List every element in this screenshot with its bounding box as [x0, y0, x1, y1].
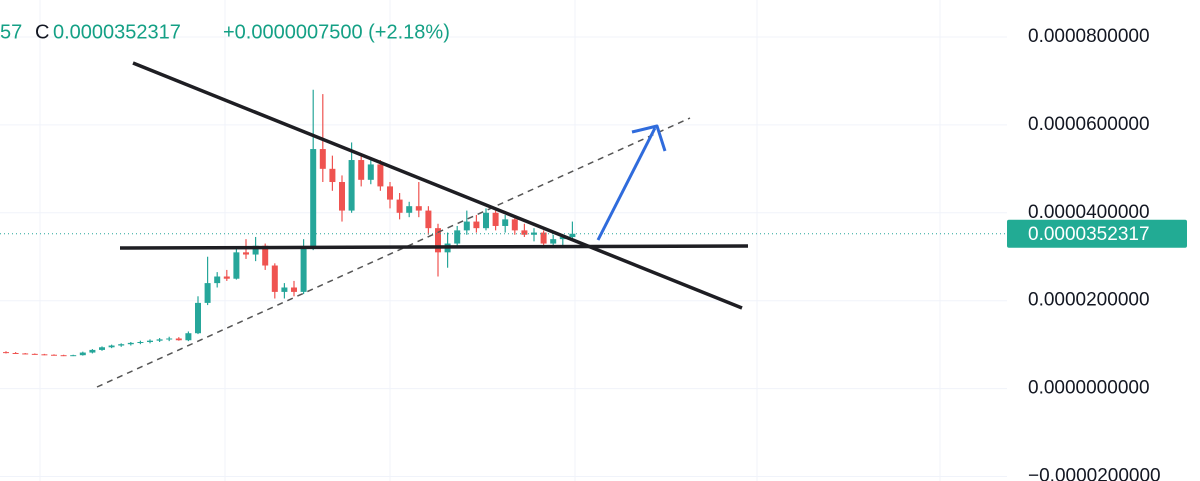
- symbol-fragment: 57: [0, 21, 22, 43]
- candle-body: [300, 247, 307, 292]
- last-price-label: 0.0000352317: [1028, 224, 1150, 245]
- candle-body: [147, 340, 153, 343]
- drawings: [96, 61, 749, 388]
- candle-body: [243, 252, 249, 255]
- candle-body: [425, 210, 432, 229]
- y-tick-label: 0.0000800000: [1028, 26, 1150, 47]
- candle-body: [415, 206, 422, 211]
- horizontal-grid: [0, 36, 1007, 478]
- candle-body: [214, 276, 221, 284]
- candle-body: [3, 352, 9, 354]
- y-tick-label: −0.0000200000: [1028, 466, 1161, 481]
- candle-body: [348, 160, 355, 211]
- candle-body: [51, 354, 57, 356]
- candle-body: [127, 342, 134, 345]
- candle-body: [463, 221, 470, 231]
- y-tick-label: 0.0000000000: [1028, 378, 1150, 399]
- candle-body: [281, 287, 288, 292]
- candle-body: [108, 345, 115, 348]
- candle-body: [483, 212, 489, 229]
- candle-body: [502, 219, 509, 226]
- candle-body: [319, 149, 326, 169]
- candle-body: [358, 160, 365, 180]
- candle-body: [387, 186, 393, 200]
- price-axis: 0.00008000000.00006000000.00004000000.00…: [1007, 26, 1187, 481]
- candle-body: [60, 355, 67, 357]
- candle-body: [175, 338, 182, 341]
- header-change: +0.0000007500 (+2.18%): [223, 21, 450, 43]
- candle-body: [252, 245, 259, 255]
- candle-body: [521, 230, 528, 235]
- candle-body: [329, 168, 336, 183]
- dashed-trend-line: [96, 117, 691, 388]
- header: 57 C 0.0000352317 +0.0000007500 (+2.18%): [0, 21, 450, 43]
- candle-body: [156, 339, 163, 341]
- candle-body: [377, 164, 384, 187]
- vertical-grid: [39, 0, 941, 481]
- candle-body: [271, 265, 278, 292]
- candle-body: [473, 221, 480, 229]
- candle-body: [435, 228, 441, 253]
- candle-body: [99, 347, 105, 350]
- last-price-badge: [1007, 219, 1187, 248]
- y-tick-label: 0.0000400000: [1028, 202, 1150, 223]
- candle-body: [454, 230, 461, 244]
- candle-body: [339, 182, 345, 211]
- candle-body: [22, 353, 29, 355]
- candle-body: [166, 338, 173, 340]
- candle-body: [531, 232, 537, 235]
- y-tick-label: 0.0000600000: [1028, 114, 1150, 135]
- candle-body: [550, 239, 557, 244]
- candle-body: [492, 212, 499, 226]
- candle-body: [569, 233, 576, 238]
- candle-body: [406, 206, 413, 213]
- candle-body: [233, 252, 240, 279]
- candle-body: [262, 245, 269, 266]
- candle-body: [89, 349, 96, 353]
- candle-body: [310, 149, 317, 248]
- candle-body: [195, 302, 201, 334]
- candle-body: [118, 344, 125, 346]
- support-line: [119, 244, 749, 250]
- candle-body: [79, 352, 86, 356]
- candle-body: [204, 283, 211, 303]
- candle-body: [137, 342, 144, 344]
- candle-body: [12, 352, 19, 354]
- candle-body: [540, 232, 547, 244]
- arrow-head: [631, 124, 667, 152]
- candle-body: [70, 355, 77, 357]
- candle-body: [291, 287, 297, 292]
- candle-body: [367, 164, 374, 180]
- close-prefix: C: [35, 21, 49, 43]
- candle-body: [41, 354, 48, 356]
- candle-body: [511, 219, 518, 231]
- candle-body: [559, 237, 566, 240]
- y-tick-label: 0.0000200000: [1028, 290, 1150, 311]
- candles: [0, 89, 1007, 357]
- candle-body: [396, 199, 403, 213]
- arrow-shaft: [596, 127, 657, 241]
- candle-body: [223, 276, 230, 279]
- candle-body: [185, 333, 192, 341]
- candle-body: [31, 353, 38, 355]
- descending-trend-line: [132, 61, 743, 310]
- header-close: 0.0000352317: [53, 21, 181, 43]
